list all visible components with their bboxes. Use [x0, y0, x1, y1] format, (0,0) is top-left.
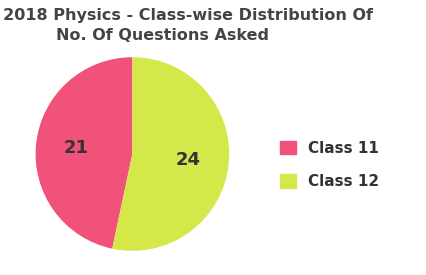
Wedge shape — [35, 57, 132, 249]
Text: 21: 21 — [64, 139, 89, 157]
Text: NEET 2018 Physics - Class-wise Distribution Of
No. Of Questions Asked: NEET 2018 Physics - Class-wise Distribut… — [0, 8, 372, 43]
Legend: Class 11, Class 12: Class 11, Class 12 — [280, 141, 378, 189]
Wedge shape — [112, 57, 229, 251]
Text: 24: 24 — [175, 151, 200, 169]
